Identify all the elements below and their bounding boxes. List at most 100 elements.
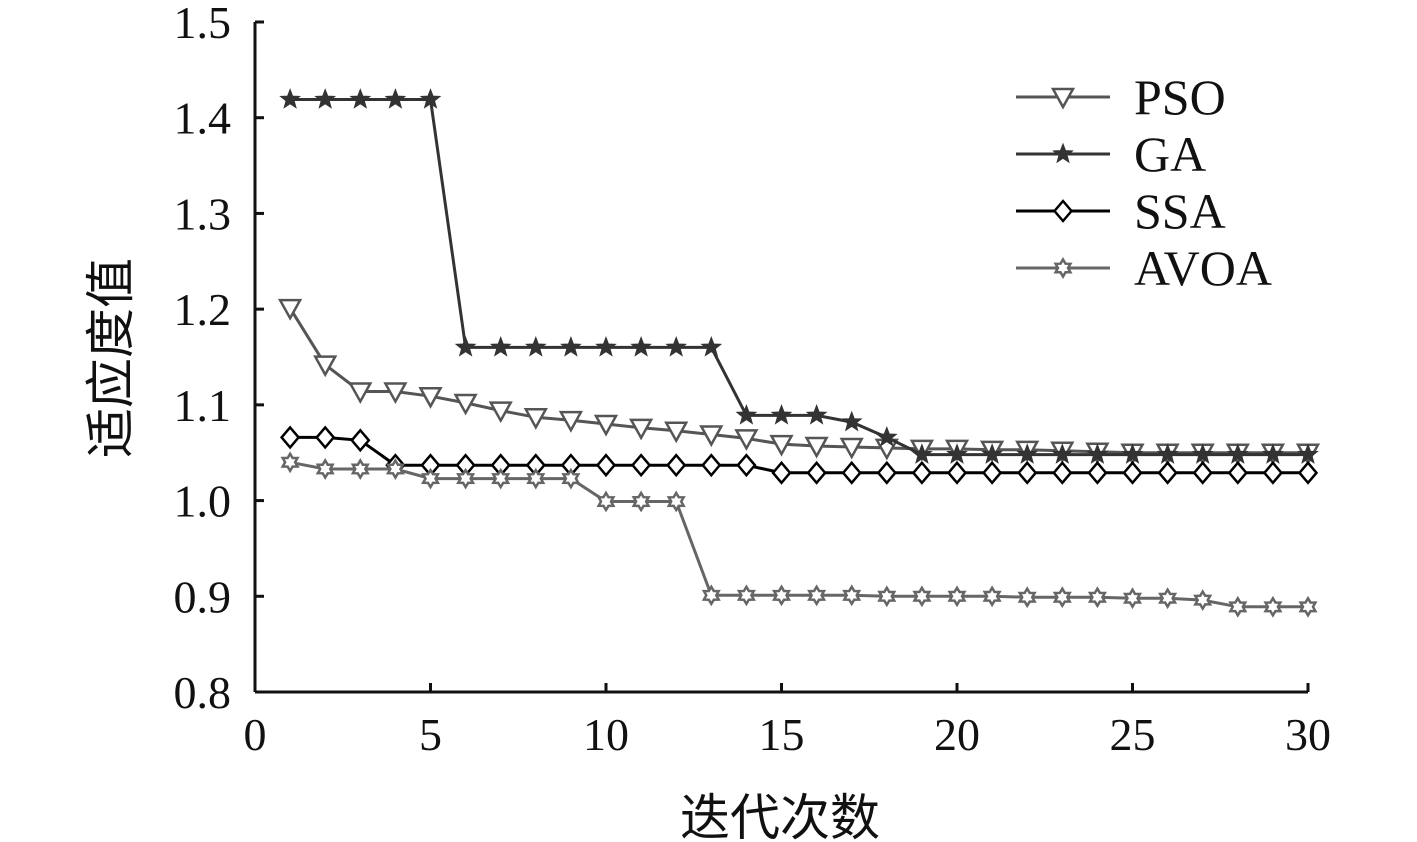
data-point-ga xyxy=(1016,443,1039,464)
data-point-ssa xyxy=(981,460,1003,485)
y-tick-label: 0.8 xyxy=(174,667,232,718)
data-point-ga xyxy=(560,335,582,357)
data-point-pso xyxy=(593,414,619,437)
legend-item-pso: PSO xyxy=(1016,69,1226,125)
data-point-avoa xyxy=(736,584,756,607)
x-tick-label: 10 xyxy=(583,709,629,760)
x-tick-label: 15 xyxy=(759,709,805,760)
data-point-avoa xyxy=(701,584,721,607)
data-point-avoa xyxy=(1228,595,1248,618)
data-point-pso xyxy=(628,418,654,441)
data-point-pso xyxy=(383,382,408,405)
data-point-ga xyxy=(665,335,688,357)
x-axis-title: 迭代次数 xyxy=(680,789,880,842)
data-point-pso xyxy=(348,382,373,405)
data-point-ga xyxy=(1297,443,1319,464)
data-point-avoa xyxy=(561,467,581,490)
data-point-ga xyxy=(279,88,301,109)
x-tick-label: 5 xyxy=(419,709,442,760)
legend-label: PSO xyxy=(1134,69,1226,125)
legend-item-avoa: AVOA xyxy=(1016,240,1272,296)
data-point-ga xyxy=(349,88,372,109)
series-avoa xyxy=(280,451,1318,618)
x-tick-label: 30 xyxy=(1285,709,1331,760)
data-point-ga xyxy=(875,425,898,447)
legend-marker-pso xyxy=(1050,87,1076,110)
y-tick-label: 1.0 xyxy=(174,476,232,527)
data-point-ga xyxy=(595,335,617,357)
data-point-ssa xyxy=(279,425,301,450)
data-point-ga xyxy=(1262,443,1284,464)
y-tick-label: 1.5 xyxy=(174,0,232,48)
data-point-ssa xyxy=(736,453,757,478)
data-point-pso xyxy=(453,393,478,416)
data-point-ssa xyxy=(315,425,336,450)
data-point-ga xyxy=(489,335,512,357)
data-point-ga xyxy=(314,88,337,109)
legend-label: AVOA xyxy=(1134,240,1272,296)
data-point-ssa xyxy=(1262,460,1284,485)
data-point-pso xyxy=(558,410,584,433)
legend-label: GA xyxy=(1134,126,1206,182)
data-point-ga xyxy=(981,443,1003,464)
y-tick-label: 1.1 xyxy=(174,380,232,431)
y-axis-title: 适应度值 xyxy=(82,258,140,458)
data-point-ssa xyxy=(911,460,933,485)
y-tick-label: 1.2 xyxy=(174,284,232,335)
data-point-ssa xyxy=(630,453,652,478)
data-point-ga xyxy=(1156,443,1179,464)
legend-item-ssa: SSA xyxy=(1016,183,1226,239)
data-point-avoa xyxy=(280,451,300,474)
data-point-ga xyxy=(1226,443,1249,464)
data-point-ssa xyxy=(1122,460,1143,485)
data-point-ga xyxy=(1191,443,1214,464)
data-point-avoa xyxy=(912,585,932,608)
data-point-ssa xyxy=(771,460,792,485)
ticks: 0 5 10 15 20 25 30 0.8 0.9 1.0 1.1 1.2 1.3 1.4 1.5 xyxy=(174,0,1332,760)
data-point-avoa xyxy=(456,467,476,490)
x-tick-label: 0 xyxy=(244,709,267,760)
data-point-ssa xyxy=(1192,460,1213,485)
data-point-avoa xyxy=(947,585,967,608)
legend-marker-avoa xyxy=(1053,257,1073,279)
data-point-pso xyxy=(664,421,689,444)
data-point-ssa xyxy=(1227,460,1248,485)
data-point-avoa xyxy=(385,458,405,480)
data-point-pso xyxy=(839,437,864,460)
data-point-avoa xyxy=(1193,589,1213,612)
y-tick-label: 1.3 xyxy=(174,188,232,239)
data-point-ssa xyxy=(701,453,722,478)
data-point-ssa xyxy=(1297,460,1319,485)
data-point-avoa xyxy=(1087,586,1107,609)
data-point-ga xyxy=(384,88,407,109)
data-point-ga xyxy=(1086,443,1109,464)
data-point-avoa xyxy=(877,585,897,608)
x-tick-label: 20 xyxy=(934,709,980,760)
data-point-pso xyxy=(523,408,548,430)
data-point-pso xyxy=(313,355,338,378)
x-tick-label: 25 xyxy=(1110,709,1156,760)
data-point-avoa xyxy=(807,584,827,607)
data-point-ga xyxy=(1051,443,1074,464)
data-point-ga xyxy=(1121,443,1144,464)
data-point-avoa xyxy=(491,467,511,490)
data-point-avoa xyxy=(1263,595,1283,618)
data-point-avoa xyxy=(420,467,441,490)
legend-marker-ga xyxy=(1052,142,1074,164)
data-point-ga xyxy=(770,403,793,425)
data-point-ssa xyxy=(666,453,687,478)
series-pso xyxy=(277,298,1321,466)
series-ga xyxy=(279,88,1319,464)
data-point-avoa xyxy=(1052,586,1072,609)
data-point-avoa xyxy=(315,458,335,480)
data-point-ga xyxy=(735,403,758,425)
series-line-pso xyxy=(288,307,1308,455)
legend-marker-ssa xyxy=(1052,199,1074,223)
data-point-ssa xyxy=(350,428,371,453)
data-point-ssa xyxy=(876,460,897,485)
data-point-ga xyxy=(946,443,968,464)
data-point-avoa xyxy=(842,584,862,607)
data-point-avoa xyxy=(1298,595,1318,618)
data-point-ga xyxy=(805,403,828,425)
